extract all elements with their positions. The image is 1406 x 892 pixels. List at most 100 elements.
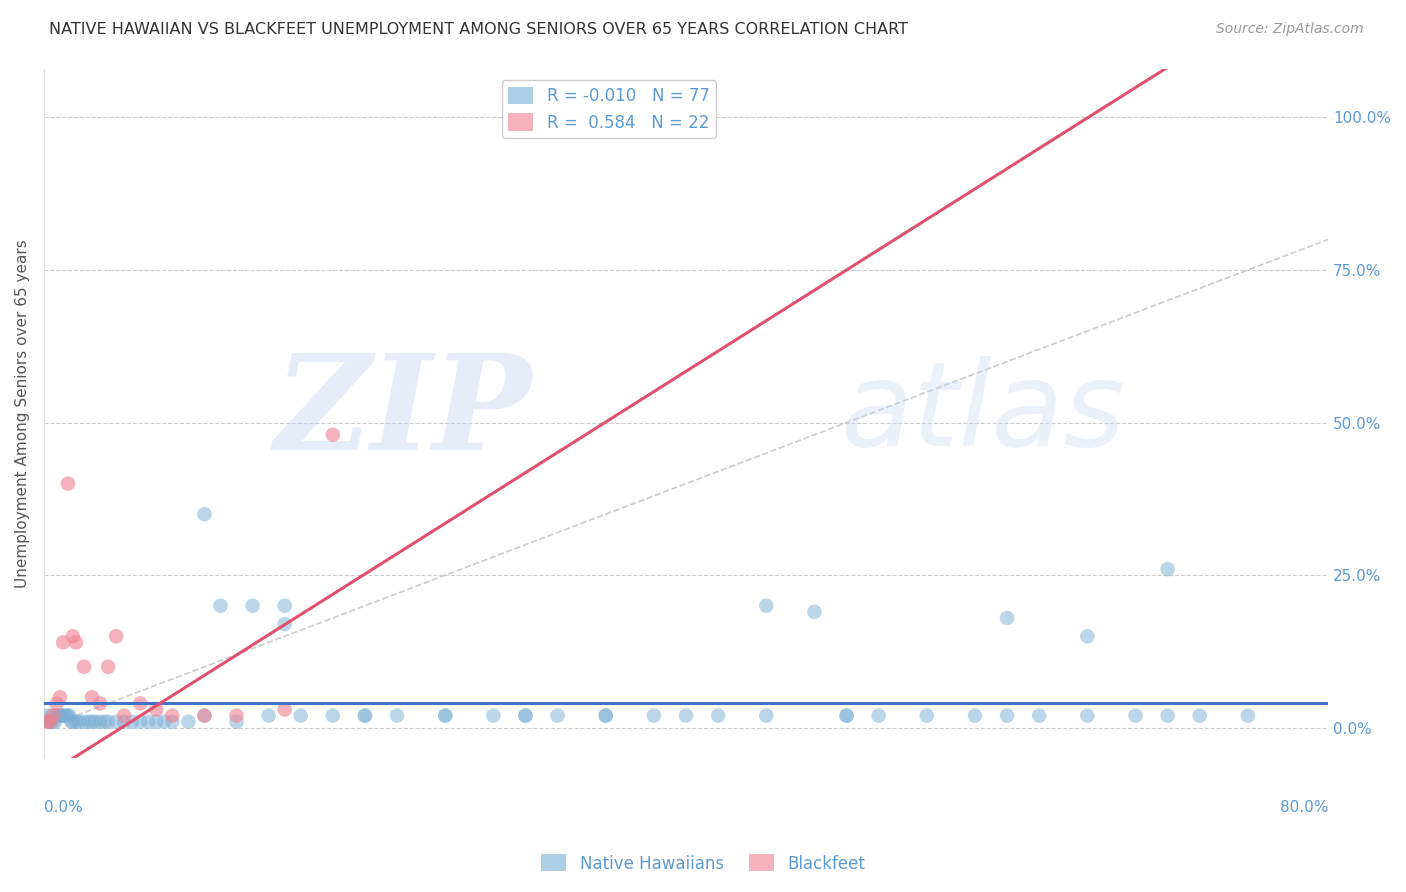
Point <box>39 714 62 729</box>
Point <box>322 427 344 442</box>
Point <box>1237 708 1260 723</box>
Point <box>273 617 295 632</box>
Point <box>707 708 730 723</box>
Point <box>354 708 377 723</box>
Point <box>322 708 344 723</box>
Point <box>80 690 103 705</box>
Point <box>41 708 63 723</box>
Point <box>1076 629 1098 643</box>
Point <box>121 714 143 729</box>
Point <box>225 708 247 723</box>
Point <box>65 635 87 649</box>
Point <box>868 708 890 723</box>
Point <box>257 708 280 723</box>
Point <box>46 708 69 723</box>
Point <box>112 708 135 723</box>
Point <box>153 714 176 729</box>
Point <box>1156 708 1178 723</box>
Point <box>94 714 117 729</box>
Point <box>995 611 1018 625</box>
Point <box>45 708 67 723</box>
Point <box>112 714 135 729</box>
Point <box>136 714 159 729</box>
Point <box>1188 708 1211 723</box>
Point <box>755 708 778 723</box>
Point <box>45 697 67 711</box>
Point <box>77 714 100 729</box>
Point <box>35 708 58 723</box>
Point <box>515 708 537 723</box>
Point <box>62 629 84 643</box>
Point <box>52 708 75 723</box>
Point <box>755 599 778 613</box>
Point <box>145 702 167 716</box>
Point <box>434 708 457 723</box>
Point <box>51 708 73 723</box>
Point <box>225 714 247 729</box>
Point <box>193 708 215 723</box>
Point <box>60 714 83 729</box>
Point <box>177 714 200 729</box>
Point <box>1076 708 1098 723</box>
Point <box>915 708 938 723</box>
Point <box>89 714 111 729</box>
Point <box>35 714 58 729</box>
Point <box>963 708 986 723</box>
Point <box>595 708 617 723</box>
Point <box>145 714 167 729</box>
Point <box>643 708 665 723</box>
Point <box>835 708 858 723</box>
Point <box>835 708 858 723</box>
Point <box>547 708 569 723</box>
Text: 0.0%: 0.0% <box>44 800 83 814</box>
Text: ZIP: ZIP <box>274 349 531 478</box>
Legend: Native Hawaiians, Blackfeet: Native Hawaiians, Blackfeet <box>534 847 872 880</box>
Point <box>1028 708 1050 723</box>
Point <box>73 660 96 674</box>
Point <box>58 708 80 723</box>
Point <box>675 708 697 723</box>
Point <box>97 660 120 674</box>
Point <box>482 708 505 723</box>
Point <box>129 714 152 729</box>
Point <box>56 708 79 723</box>
Point <box>209 599 232 613</box>
Point <box>129 697 152 711</box>
Point <box>67 714 90 729</box>
Point <box>515 708 537 723</box>
Point <box>1156 562 1178 576</box>
Text: NATIVE HAWAIIAN VS BLACKFEET UNEMPLOYMENT AMONG SENIORS OVER 65 YEARS CORRELATIO: NATIVE HAWAIIAN VS BLACKFEET UNEMPLOYMEN… <box>49 22 908 37</box>
Point <box>56 476 79 491</box>
Point <box>52 635 75 649</box>
Point <box>84 714 107 729</box>
Point <box>595 708 617 723</box>
Point <box>434 708 457 723</box>
Text: atlas: atlas <box>841 357 1125 470</box>
Point <box>49 690 72 705</box>
Point <box>55 708 77 723</box>
Text: Source: ZipAtlas.com: Source: ZipAtlas.com <box>1216 22 1364 37</box>
Point <box>273 599 295 613</box>
Text: 80.0%: 80.0% <box>1279 800 1329 814</box>
Point <box>290 708 312 723</box>
Point <box>44 714 66 729</box>
Point <box>193 507 215 521</box>
Point <box>97 714 120 729</box>
Point <box>803 605 825 619</box>
Point <box>242 599 264 613</box>
Point <box>49 708 72 723</box>
Point <box>42 714 65 729</box>
Point <box>273 702 295 716</box>
Point <box>193 708 215 723</box>
Point <box>38 714 60 729</box>
Point <box>995 708 1018 723</box>
Legend: R = -0.010   N = 77, R =  0.584   N = 22: R = -0.010 N = 77, R = 0.584 N = 22 <box>502 80 716 138</box>
Y-axis label: Unemployment Among Seniors over 65 years: Unemployment Among Seniors over 65 years <box>15 239 30 588</box>
Point <box>65 714 87 729</box>
Point <box>73 714 96 729</box>
Point <box>385 708 408 723</box>
Point <box>80 714 103 729</box>
Point <box>42 708 65 723</box>
Point <box>162 714 184 729</box>
Point <box>53 708 76 723</box>
